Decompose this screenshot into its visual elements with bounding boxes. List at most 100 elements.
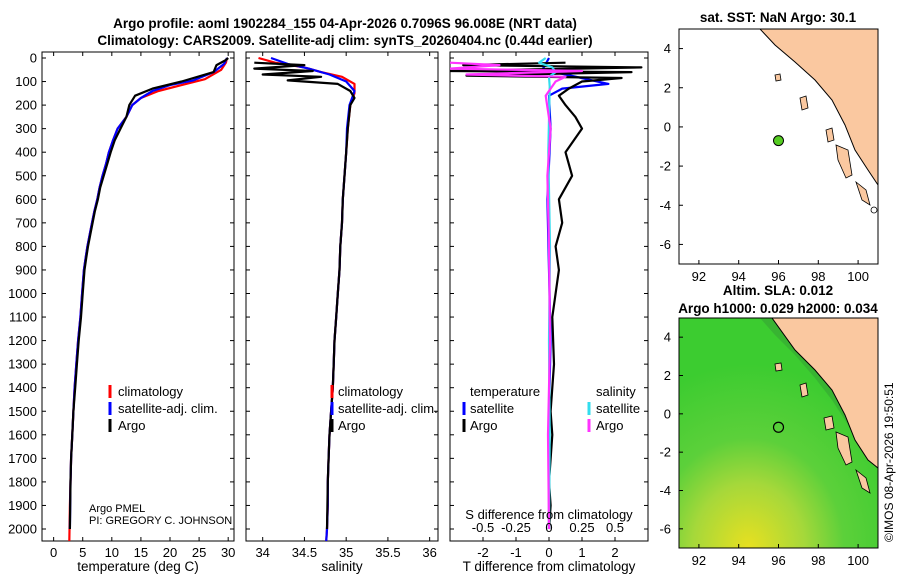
footnote-line1: Argo PMEL	[89, 503, 145, 515]
legend-label: Argo	[338, 418, 365, 433]
imos-timestamp: ©IMOS 08-Apr-2026 19:50:51	[882, 382, 896, 542]
siberut-island	[835, 144, 853, 179]
depth-tick-label: 1200	[8, 333, 37, 348]
depth-tick-label: 2000	[8, 522, 37, 537]
x-tick-label: 35	[339, 545, 353, 560]
temperature-panel	[41, 51, 235, 542]
legend-title-temperature: temperature	[470, 384, 540, 399]
x-tick-label: 35.5	[375, 545, 400, 560]
island	[870, 206, 878, 214]
temperature-series	[68, 57, 229, 541]
sst-map-land	[759, 29, 878, 214]
map-y-tick-label: 2	[664, 368, 671, 383]
legend-label: Argo	[596, 418, 623, 433]
map-y-tick-label: 0	[664, 119, 671, 134]
series-line-t-argo	[450, 61, 643, 530]
sst-map-title: sat. SST: NaN Argo: 30.1	[700, 10, 857, 25]
map-x-tick-label: 92	[692, 269, 706, 284]
depth-tick-label: 600	[15, 192, 37, 207]
sla-map-ticks: 92 94 96 98 100 4 2 0 -2 -4 -6	[659, 330, 869, 568]
island	[855, 468, 871, 494]
map-y-tick-label: 4	[664, 41, 671, 56]
depth-tick-label: 1500	[8, 404, 37, 419]
series-line-s-argo	[450, 61, 584, 530]
legend-label: climatology	[118, 384, 184, 399]
map-y-tick-label: 4	[664, 330, 671, 345]
map-y-tick-label: -6	[659, 521, 671, 536]
x-tick-label: 36	[422, 545, 436, 560]
depth-tick-label: 1600	[8, 427, 37, 442]
x-tick-label: 25	[192, 545, 206, 560]
footnote-line2: PI: GREGORY C. JOHNSON	[89, 515, 232, 527]
x-tick-label: 1	[578, 545, 585, 560]
legend-label: satellite	[596, 401, 640, 416]
sst-map-ticks: 92 94 96 98 100 4 2 0 -2 -4 -6	[659, 41, 869, 284]
difference-legend: temperature salinity satellite Argo sate…	[462, 384, 640, 433]
sla-map-title-line1: Altim. SLA: 0.012	[723, 283, 833, 298]
sla-map-field	[679, 318, 878, 548]
map-y-tick-label: -4	[659, 483, 671, 498]
argo-float-marker	[772, 421, 785, 433]
salinity-panel	[245, 51, 439, 542]
map-x-tick-label: 98	[811, 269, 825, 284]
difference-xlabel-top: S difference from climatology	[465, 507, 633, 522]
sumatra-landmass	[771, 318, 878, 469]
depth-tick-label: 900	[15, 262, 37, 277]
legend-label: climatology	[338, 384, 404, 399]
depth-tick-label: 1800	[8, 474, 37, 489]
map-x-tick-label: 94	[731, 269, 745, 284]
depth-tick-label: 1300	[8, 357, 37, 372]
depth-tick-label: 800	[15, 239, 37, 254]
map-x-tick-label: 100	[847, 269, 869, 284]
island	[774, 73, 782, 82]
map-x-tick-label: 100	[847, 553, 869, 568]
x-tick-label: 34	[255, 545, 269, 560]
s-tick-label: -0.25	[501, 520, 531, 535]
depth-tick-label: 1400	[8, 380, 37, 395]
x-tick-label: -1	[510, 545, 522, 560]
x-tick-label: -2	[477, 545, 489, 560]
salinity-legend: climatology satellite-adj. clim. Argo	[330, 384, 438, 433]
s-tick-label: -0.5	[472, 520, 494, 535]
depth-tick-label: 400	[15, 145, 37, 160]
s-tick-label: 0	[545, 520, 552, 535]
s-tick-label: 0.25	[569, 520, 594, 535]
x-tick-label: 20	[163, 545, 177, 560]
x-tick-label: 10	[105, 545, 119, 560]
salinity-series	[253, 56, 356, 541]
legend-label: satellite	[470, 401, 514, 416]
salinity-xlabel: salinity	[321, 559, 363, 574]
x-tick-label: 30	[221, 545, 235, 560]
map-y-tick-label: -2	[659, 445, 671, 460]
figure-title-line2: Climatology: CARS2009. Satellite-adj cli…	[97, 33, 592, 48]
sumatra-landmass	[759, 29, 878, 186]
island	[825, 127, 835, 143]
island	[774, 362, 783, 372]
salinity-x-ticks: 34 34.5 35 35.5 36	[255, 52, 437, 560]
legend-label: satellite-adj. clim.	[118, 401, 218, 416]
temperature-legend: climatology satellite-adj. clim. Argo	[108, 384, 218, 433]
depth-tick-label: 1100	[9, 310, 37, 325]
legend-label: satellite-adj. clim.	[338, 401, 438, 416]
legend-label: Argo	[118, 418, 145, 433]
island	[799, 382, 809, 398]
series-line-argo	[68, 57, 229, 530]
depth-tick-label: 500	[15, 168, 37, 183]
x-tick-label: 34.5	[292, 545, 317, 560]
depth-tick-label: 700	[15, 215, 37, 230]
map-y-tick-label: 2	[664, 80, 671, 95]
map-x-tick-label: 92	[692, 553, 706, 568]
depth-tick-label: 100	[15, 74, 37, 89]
depth-tick-label: 1900	[8, 498, 37, 513]
depth-tick-label: 1000	[8, 286, 37, 301]
depth-tick-label: 300	[15, 121, 37, 136]
map-x-tick-label: 96	[771, 553, 785, 568]
island	[855, 180, 871, 206]
difference-series	[450, 57, 643, 530]
x-tick-label: 5	[79, 545, 86, 560]
s-tick-label: 0.5	[606, 520, 624, 535]
siberut-island	[835, 431, 853, 466]
depth-tick-label: 1700	[8, 451, 37, 466]
map-x-tick-label: 94	[731, 553, 745, 568]
map-x-tick-label: 98	[811, 553, 825, 568]
